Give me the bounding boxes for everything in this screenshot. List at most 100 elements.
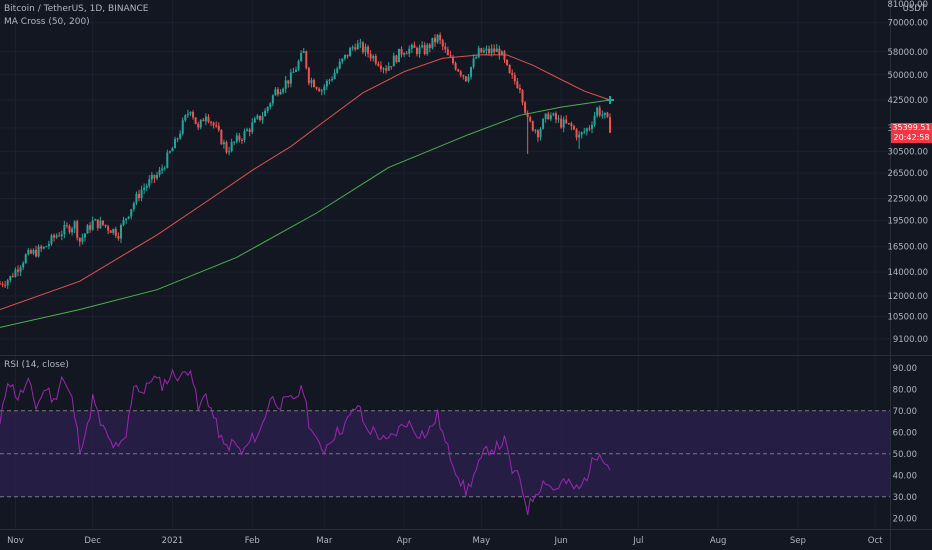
candle-body	[506, 59, 509, 65]
candle-body	[53, 235, 56, 238]
candle-body	[436, 34, 439, 43]
candle-body	[114, 228, 117, 237]
last-price: 35399.51	[892, 123, 931, 132]
candle-body	[150, 174, 153, 180]
candle-body	[176, 138, 179, 140]
candle-body	[495, 48, 498, 53]
candle-body	[336, 68, 339, 73]
candle-body	[184, 115, 187, 121]
currency-label: USDT	[903, 4, 927, 14]
candle-body	[488, 48, 491, 54]
candle-body	[511, 73, 514, 76]
candle-body	[76, 221, 79, 238]
candle-body	[513, 75, 516, 82]
candle-body	[346, 54, 349, 57]
candle-body	[351, 47, 354, 49]
candle-body	[557, 118, 560, 120]
price-tick-label: 81000.00	[887, 0, 928, 10]
candle-body	[140, 189, 143, 199]
candle-body	[338, 61, 341, 69]
candle-body	[372, 55, 375, 59]
candle-body	[99, 220, 102, 229]
candle-body	[9, 276, 12, 281]
candle-body	[32, 249, 35, 254]
candle-body	[210, 121, 213, 123]
candle-body	[300, 52, 303, 62]
candle-body	[295, 69, 297, 72]
candle-body	[279, 92, 282, 95]
candle-body	[323, 86, 326, 91]
candle-body	[457, 69, 460, 72]
candle-body	[266, 106, 269, 111]
time-tick-label: Aug	[710, 536, 727, 546]
candle-body	[199, 119, 202, 128]
candle-body	[189, 112, 192, 114]
rsi-tick-label: 90.00	[893, 364, 917, 374]
candle-body	[606, 112, 609, 118]
candle-body	[1, 283, 4, 285]
candle-body	[536, 130, 539, 138]
candle-body	[230, 141, 233, 152]
bar-countdown: 20:42:58	[893, 133, 930, 142]
candle-body	[446, 49, 449, 56]
candle-body	[560, 118, 563, 128]
candle-body	[24, 254, 27, 264]
candle-body	[464, 76, 467, 82]
rsi-tick-label: 80.00	[893, 385, 917, 395]
candle-body	[55, 235, 58, 238]
time-tick-label: Sep	[790, 536, 806, 546]
candle-body	[6, 280, 9, 286]
candle-body	[585, 128, 588, 132]
time-tick-label: Feb	[245, 536, 260, 546]
candle-body	[415, 47, 418, 55]
rsi-tick-label: 20.00	[893, 514, 917, 524]
candle-body	[428, 44, 431, 48]
candle-body	[94, 219, 97, 221]
candle-body	[217, 125, 220, 131]
candle-body	[261, 116, 264, 121]
candle-body	[392, 55, 395, 67]
candle-body	[534, 130, 537, 132]
candle-body	[29, 249, 32, 254]
price-tick-label: 26500.00	[887, 169, 928, 179]
candle-body	[341, 58, 344, 62]
candle-body	[4, 284, 7, 286]
candle-body	[274, 89, 277, 96]
rsi-tick-label: 40.00	[893, 471, 917, 481]
candle-body	[480, 48, 483, 53]
time-tick-label: Mar	[316, 536, 333, 546]
candle-body	[83, 233, 86, 238]
candle-body	[89, 225, 92, 230]
ma-cross-legend: MA Cross (50, 200)	[4, 17, 90, 27]
candle-body	[71, 228, 74, 233]
candle-body	[240, 139, 243, 141]
ma50-line	[0, 54, 611, 310]
candle-body	[529, 117, 532, 122]
candle-body	[158, 170, 161, 175]
ma200-line	[0, 99, 611, 328]
rsi-legend: RSI (14, close)	[4, 360, 69, 370]
candle-body	[40, 246, 43, 249]
candle-body	[202, 119, 205, 122]
candle-body	[609, 117, 612, 133]
candle-body	[449, 55, 452, 57]
time-tick-label: Apr	[397, 536, 412, 546]
candle-body	[220, 130, 223, 145]
candle-body	[248, 129, 251, 132]
candle-body	[441, 40, 444, 47]
candle-body	[246, 129, 249, 132]
candle-body	[318, 88, 321, 92]
rsi-line	[0, 368, 611, 515]
candle-body	[349, 48, 352, 57]
rsi-tick-label: 70.00	[893, 407, 917, 417]
price-tick-label: 9100.00	[893, 335, 928, 345]
candle-body	[238, 135, 241, 140]
candle-body	[591, 124, 593, 129]
candle-body	[27, 249, 30, 255]
last-price-tag: 35399.51 20:42:58	[891, 123, 932, 143]
candle-body	[284, 80, 287, 89]
price-tick-label: 14000.00	[887, 268, 928, 278]
candle-body	[58, 235, 61, 237]
candle-body	[42, 246, 45, 249]
